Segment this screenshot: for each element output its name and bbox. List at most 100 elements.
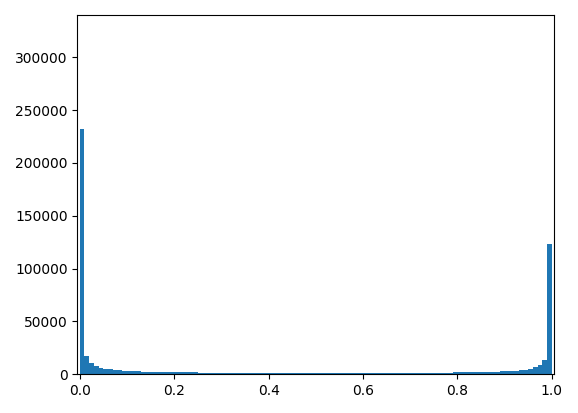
Bar xyxy=(80,130,84,374)
Bar xyxy=(358,373,363,374)
Bar xyxy=(500,371,505,374)
Bar xyxy=(278,373,283,374)
Bar xyxy=(391,373,396,374)
Bar xyxy=(457,373,462,374)
Bar xyxy=(287,373,292,374)
Bar xyxy=(132,371,136,374)
Bar xyxy=(377,373,382,374)
Bar xyxy=(283,373,287,374)
Bar xyxy=(387,373,391,374)
Bar xyxy=(231,373,235,374)
Bar xyxy=(207,373,212,374)
Bar xyxy=(127,371,132,374)
Bar xyxy=(235,373,240,374)
Bar xyxy=(424,373,429,374)
Bar xyxy=(524,370,528,374)
Bar xyxy=(495,372,500,374)
Bar xyxy=(453,373,457,374)
Bar xyxy=(198,373,202,374)
Bar xyxy=(240,373,245,374)
Bar xyxy=(349,373,354,374)
Bar xyxy=(372,373,377,374)
Bar xyxy=(179,373,184,374)
Bar xyxy=(89,363,94,374)
Bar xyxy=(519,370,524,374)
Bar xyxy=(245,373,250,374)
Bar xyxy=(297,373,302,374)
Bar xyxy=(434,373,439,374)
Bar xyxy=(188,373,193,374)
Bar xyxy=(542,360,547,374)
Bar xyxy=(410,373,415,374)
Bar xyxy=(259,373,264,374)
Bar xyxy=(443,373,448,374)
Bar xyxy=(439,373,443,374)
Bar xyxy=(335,373,339,374)
Bar xyxy=(476,372,481,374)
Bar xyxy=(321,373,325,374)
Bar xyxy=(306,373,311,374)
Bar xyxy=(94,366,99,374)
Bar xyxy=(354,373,358,374)
Bar xyxy=(302,373,306,374)
Bar xyxy=(528,368,533,374)
Bar xyxy=(420,373,424,374)
Bar xyxy=(221,373,226,374)
Bar xyxy=(212,373,217,374)
Bar xyxy=(160,372,165,374)
Bar xyxy=(108,369,113,374)
Bar xyxy=(382,373,387,374)
Bar xyxy=(538,365,542,374)
Bar xyxy=(396,373,401,374)
Bar xyxy=(462,372,467,374)
Bar xyxy=(193,373,198,374)
Bar xyxy=(103,369,108,374)
Bar xyxy=(217,373,221,374)
Bar xyxy=(113,370,117,374)
Bar xyxy=(250,373,254,374)
Bar xyxy=(169,372,174,374)
Bar xyxy=(273,373,278,374)
Bar xyxy=(481,372,486,374)
Bar xyxy=(136,371,141,374)
Bar xyxy=(344,373,349,374)
Bar xyxy=(406,373,410,374)
Bar xyxy=(533,367,538,374)
Bar xyxy=(514,370,519,374)
Bar xyxy=(84,356,89,374)
Bar xyxy=(448,373,453,374)
Bar xyxy=(264,373,269,374)
Bar xyxy=(415,373,420,374)
Bar xyxy=(122,370,127,374)
Bar xyxy=(547,244,552,374)
Bar xyxy=(141,372,146,374)
Bar xyxy=(254,373,259,374)
Bar xyxy=(486,372,491,374)
Bar xyxy=(401,373,406,374)
Bar xyxy=(330,373,335,374)
Bar xyxy=(174,372,179,374)
Bar xyxy=(472,372,476,374)
Bar xyxy=(491,372,495,374)
Bar xyxy=(363,373,368,374)
Bar xyxy=(467,372,472,374)
Bar xyxy=(184,373,188,374)
Bar xyxy=(150,372,155,374)
Bar xyxy=(117,370,122,374)
Bar xyxy=(146,372,150,374)
Bar xyxy=(509,371,514,374)
Bar xyxy=(292,373,297,374)
Bar xyxy=(99,368,103,374)
Bar xyxy=(269,373,273,374)
Bar xyxy=(202,373,207,374)
Bar xyxy=(226,373,231,374)
Bar xyxy=(316,373,321,374)
Bar xyxy=(325,373,330,374)
Bar xyxy=(155,372,160,374)
Bar xyxy=(339,373,344,374)
Bar xyxy=(165,372,169,374)
Bar xyxy=(311,373,316,374)
Bar xyxy=(429,373,434,374)
Bar xyxy=(368,373,372,374)
Bar xyxy=(505,371,509,374)
